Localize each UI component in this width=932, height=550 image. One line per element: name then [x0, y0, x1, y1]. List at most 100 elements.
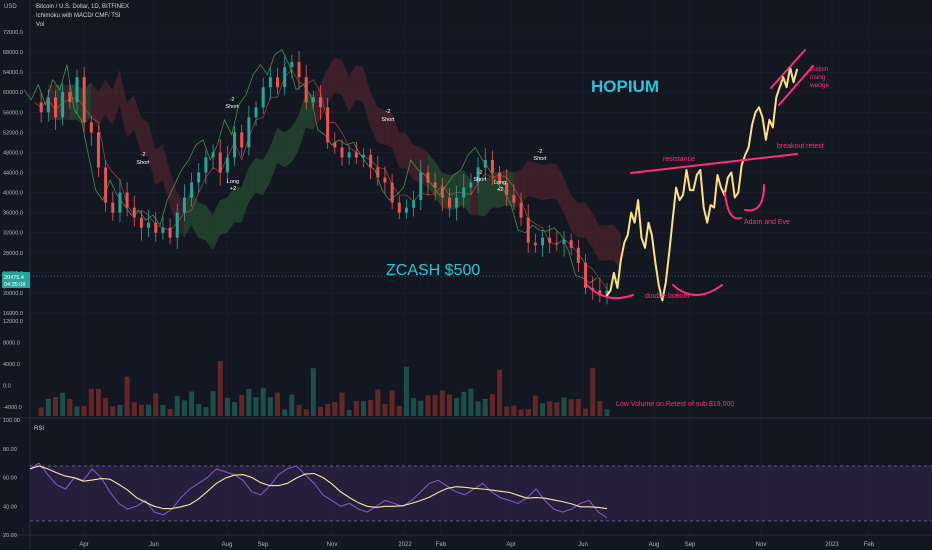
symbol-title[interactable]: Bitcoin / U.S. Dollar, 1D, BITFINEX	[36, 4, 129, 10]
signal-label: +2	[497, 187, 503, 193]
volume-bar	[583, 408, 589, 416]
price-tick-label: 40000.0	[3, 191, 23, 197]
candle-body	[290, 62, 294, 68]
volume-bar	[52, 397, 58, 416]
volume-bar	[60, 392, 66, 416]
signal-label: Short	[136, 160, 150, 166]
candle-body	[125, 192, 129, 208]
volume-bar	[196, 404, 202, 416]
volume-bar	[482, 398, 488, 416]
volume-bar	[45, 398, 51, 416]
projected-price-path	[606, 66, 798, 302]
candle-body	[82, 77, 86, 123]
time-tick-label: Jun	[578, 542, 588, 548]
volume-bar	[525, 409, 531, 416]
cloud-segment	[527, 161, 536, 198]
volume-bar	[289, 394, 295, 416]
cloud-segment	[262, 147, 271, 196]
cloud-segment	[484, 172, 493, 217]
wedge-label-1: bullish	[810, 66, 829, 73]
cloud-segment	[535, 162, 543, 201]
candle-body	[326, 107, 330, 143]
cloud-segment	[205, 205, 213, 251]
candle-body	[541, 237, 545, 246]
rsi-tick-label: 40.00	[3, 504, 17, 510]
candle-body	[132, 207, 136, 218]
rsi-tick-label: 100.00	[3, 418, 20, 424]
signal-label: -2	[141, 152, 146, 158]
zcash-label: ZCASH $500	[386, 262, 480, 279]
resistance-label: resistance	[663, 156, 695, 163]
volume-bar	[446, 394, 452, 416]
price-tick-label: 72000.0	[3, 30, 23, 36]
cloud-segment	[155, 144, 163, 186]
double-bottom-arc-1	[584, 282, 634, 299]
candle-body	[61, 92, 65, 118]
volume-bar	[554, 402, 560, 416]
cloud-segment	[384, 109, 392, 148]
cloud-segment	[341, 59, 349, 113]
candle-body	[111, 202, 115, 213]
cloud-segment	[463, 170, 471, 216]
price-tick-label: 48000.0	[3, 150, 23, 156]
volume-bar	[504, 406, 510, 416]
candle-body	[96, 132, 100, 168]
rsi-title[interactable]: RSI	[34, 426, 44, 432]
time-tick-label: Sep	[258, 542, 269, 548]
macd-axis-labels: 12000.0 8000.0 4000.0 0.0 -4000.0	[3, 319, 23, 411]
hopium-label: HOPIUM	[591, 77, 659, 96]
volume-bar	[604, 409, 610, 416]
candle-body	[53, 97, 57, 118]
time-tick-label: Nov	[327, 542, 338, 548]
signal-label: Long	[494, 180, 506, 186]
candle-body	[447, 197, 451, 208]
candle-body	[569, 240, 573, 248]
volume-bar	[203, 407, 209, 416]
breakout-label: breakout retest	[777, 143, 824, 150]
rsi-tick-label: 80.00	[3, 447, 17, 453]
candle-body	[139, 217, 143, 228]
cloud-segment	[542, 163, 550, 201]
cloud-segment	[191, 190, 199, 238]
volume-bar	[461, 391, 467, 416]
volume-bar	[346, 409, 352, 416]
cloud-segment	[406, 133, 414, 181]
candle-body	[276, 77, 280, 88]
volume-bar	[217, 361, 223, 416]
candle-body	[268, 77, 272, 88]
volume-bar	[110, 406, 116, 416]
volume-bar	[310, 368, 316, 416]
candle-body	[412, 200, 416, 208]
candle-body	[361, 154, 365, 158]
price-tick-label: 16000.0	[3, 311, 23, 317]
time-tick-label: Jun	[149, 542, 159, 548]
cloud-segment	[126, 94, 134, 138]
cloud-segment	[298, 92, 306, 150]
volume-bar	[532, 395, 538, 416]
candle-body	[204, 157, 208, 173]
volume-indicator-label[interactable]: Vol	[36, 22, 44, 28]
cloud-segment	[148, 122, 156, 186]
candle-body	[311, 97, 315, 103]
candle-body	[347, 152, 351, 158]
candle-body	[462, 187, 466, 198]
signal-label: Long	[227, 179, 239, 185]
price-tick-label: 20000.0	[3, 291, 23, 297]
candle-body	[440, 187, 444, 198]
cloud-segment	[606, 225, 614, 261]
last-price-value: 20475.4	[4, 275, 24, 281]
volume-bar	[425, 395, 431, 416]
wedge-upper-line	[770, 49, 806, 89]
cloud-segment	[241, 167, 249, 223]
volume-bars	[38, 361, 610, 416]
macd-tick-label: 12000.0	[3, 319, 23, 325]
volume-bar	[547, 401, 553, 416]
candle-body	[519, 202, 523, 218]
adam-arc	[724, 192, 742, 220]
volume-bar	[439, 390, 445, 416]
signal-label: -2	[386, 109, 391, 115]
indicator-list[interactable]: Ichimoku with MACD/ CMF/ TSI	[36, 13, 121, 19]
cloud-segment	[327, 57, 335, 105]
currency-label: USD	[4, 4, 17, 10]
